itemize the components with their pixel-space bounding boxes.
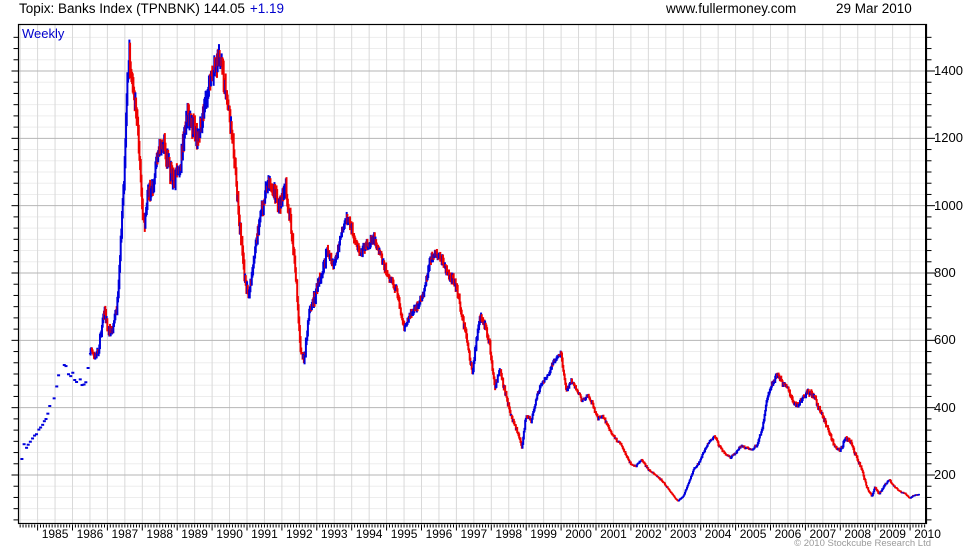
x-axis-label: 1988 [146, 527, 174, 541]
x-axis-label: 1985 [41, 527, 69, 541]
x-axis-label: 2003 [669, 527, 697, 541]
date-label: 29 Mar 2010 [836, 1, 912, 16]
x-axis-label: 1992 [285, 527, 313, 541]
x-axis-label: 2002 [634, 527, 662, 541]
y-axis-label: 1000 [934, 197, 963, 213]
frequency-label: Weekly [22, 26, 65, 41]
page-title: Topix: Banks Index (TPNBNK) 144.05 [19, 1, 245, 16]
x-axis-label: 2008 [844, 527, 872, 541]
x-axis-label: 1989 [181, 527, 208, 541]
website-label: www.fullermoney.com [666, 1, 797, 16]
x-axis-label: 2001 [600, 527, 627, 541]
x-axis-label: 2006 [774, 527, 802, 541]
x-axis-label: 1987 [111, 527, 139, 541]
chart-header: Topix: Banks Index (TPNBNK) 144.05 +1.19 [19, 1, 284, 16]
x-axis-label: 1996 [425, 527, 453, 541]
x-axis-label: 2007 [809, 527, 837, 541]
copyright-label: © 2010 Stockcube Research Ltd [794, 538, 931, 549]
x-axis-label: 2005 [739, 527, 767, 541]
y-axis-label: 200 [934, 467, 956, 482]
x-axis-label: 2004 [704, 527, 732, 541]
y-axis-label: 1200 [934, 130, 963, 146]
x-axis-label: 2010 [914, 527, 941, 541]
x-axis-label: 1999 [530, 527, 557, 541]
x-axis-label: 1986 [76, 527, 104, 541]
x-axis-label: 1998 [495, 527, 523, 541]
x-axis-label: 2000 [565, 527, 592, 541]
x-axis-label: 1995 [390, 527, 418, 541]
x-axis-label: 1993 [320, 527, 348, 541]
price-change: +1.19 [249, 1, 285, 16]
x-axis-label: 1994 [355, 527, 383, 541]
y-axis-label: 1400 [934, 63, 963, 78]
y-axis-label: 600 [934, 332, 956, 348]
x-axis-label: 1997 [460, 527, 488, 541]
y-axis-label: 400 [934, 399, 956, 415]
y-axis-label: 800 [934, 265, 956, 280]
x-axis-label: 2009 [879, 527, 906, 541]
x-axis-label: 1990 [216, 527, 243, 541]
x-axis-label: 1991 [251, 527, 278, 541]
